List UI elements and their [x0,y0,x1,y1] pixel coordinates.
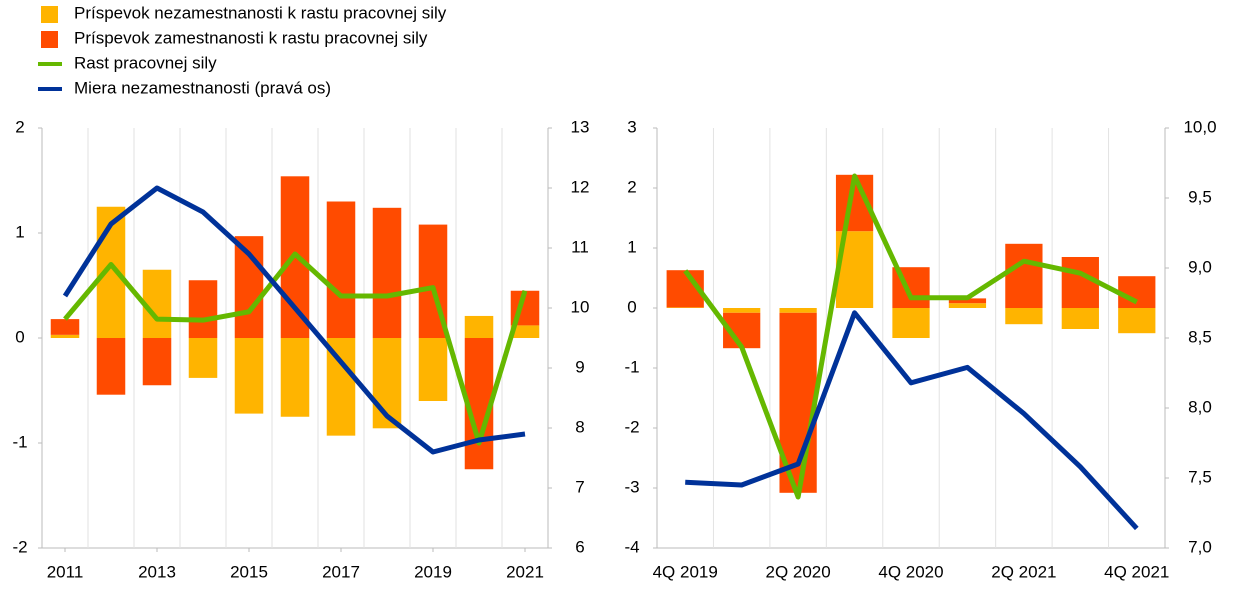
x-tick-label: 2013 [138,562,176,581]
x-tick-label: 2011 [47,562,84,581]
bar [1005,308,1043,325]
bar [948,298,987,304]
y2-tick-label: 9,5 [1188,187,1212,206]
y2-tick-label: 7 [575,477,584,496]
y2-tick-label: 8 [575,417,584,436]
y-tick-label: 1 [15,222,24,241]
y2-tick-label: 9,0 [1188,257,1212,276]
y2-tick-label: 12 [571,177,590,196]
bar [464,315,494,338]
y2-tick-label: 8,0 [1188,397,1212,416]
bar [188,280,218,338]
y-tick-label: -1 [12,432,27,451]
legend-swatch [41,31,58,48]
x-tick-label: 2Q 2021 [991,562,1056,581]
y-tick-label: 2 [627,177,636,196]
x-tick-label: 4Q 2019 [653,562,718,581]
y-tick-label: 2 [15,117,24,136]
bar [372,207,402,338]
line [685,310,1139,531]
bar [234,338,264,414]
y2-tick-label: 7,0 [1188,537,1212,556]
y-tick-label: -2 [624,417,639,436]
bar [892,308,930,338]
y-tick-label: 0 [627,297,636,316]
bar [1118,308,1156,334]
y2-tick-label: 11 [571,237,589,256]
bar [1118,276,1156,308]
y-tick-label: 0 [15,327,24,346]
bar [779,308,817,313]
bar [1061,257,1099,308]
y2-tick-label: 9 [575,357,584,376]
x-tick-label: 4Q 2021 [1104,562,1169,581]
bar [280,338,310,417]
bar [510,325,540,338]
y2-tick-label: 7,5 [1188,467,1212,486]
bar [723,308,761,313]
y2-tick-label: 6 [575,537,584,556]
legend-label: Rast pracovnej sily [74,53,217,72]
bar [666,307,704,308]
x-tick-label: 4Q 2020 [878,562,943,581]
bar [418,338,448,401]
y-tick-label: 1 [627,237,636,256]
x-tick-label: 2015 [230,562,268,581]
bar [50,319,80,335]
y2-tick-label: 10,0 [1183,117,1216,136]
bar [96,338,126,395]
bar [1061,308,1099,329]
y-tick-label: -2 [12,537,27,556]
bar [326,201,356,338]
x-tick-label: 2Q 2020 [765,562,830,581]
line [63,251,528,446]
x-tick-label: 2019 [414,562,452,581]
bar [50,334,80,338]
legend-swatch [41,6,58,23]
y2-tick-label: 13 [571,117,590,136]
line [62,185,526,455]
legend-label: Príspevok nezamestnanosti k rastu pracov… [74,3,447,22]
y2-tick-label: 10 [571,297,590,316]
y-tick-label: 3 [627,117,636,136]
bar [188,338,218,378]
bar [142,269,172,338]
y-tick-label: -4 [624,537,639,556]
y2-tick-label: 8,5 [1188,327,1212,346]
bar [1005,243,1043,308]
y-tick-label: -3 [624,477,639,496]
x-tick-label: 2017 [322,562,360,581]
line [683,173,1138,500]
bar [948,303,987,308]
legend-label: Miera nezamestnanosti (pravá os) [74,78,331,97]
legend-label: Príspevok zamestnanosti k rastu pracovne… [74,28,428,47]
y-tick-label: -1 [624,357,639,376]
bar [142,338,172,386]
x-tick-label: 2021 [506,562,544,581]
